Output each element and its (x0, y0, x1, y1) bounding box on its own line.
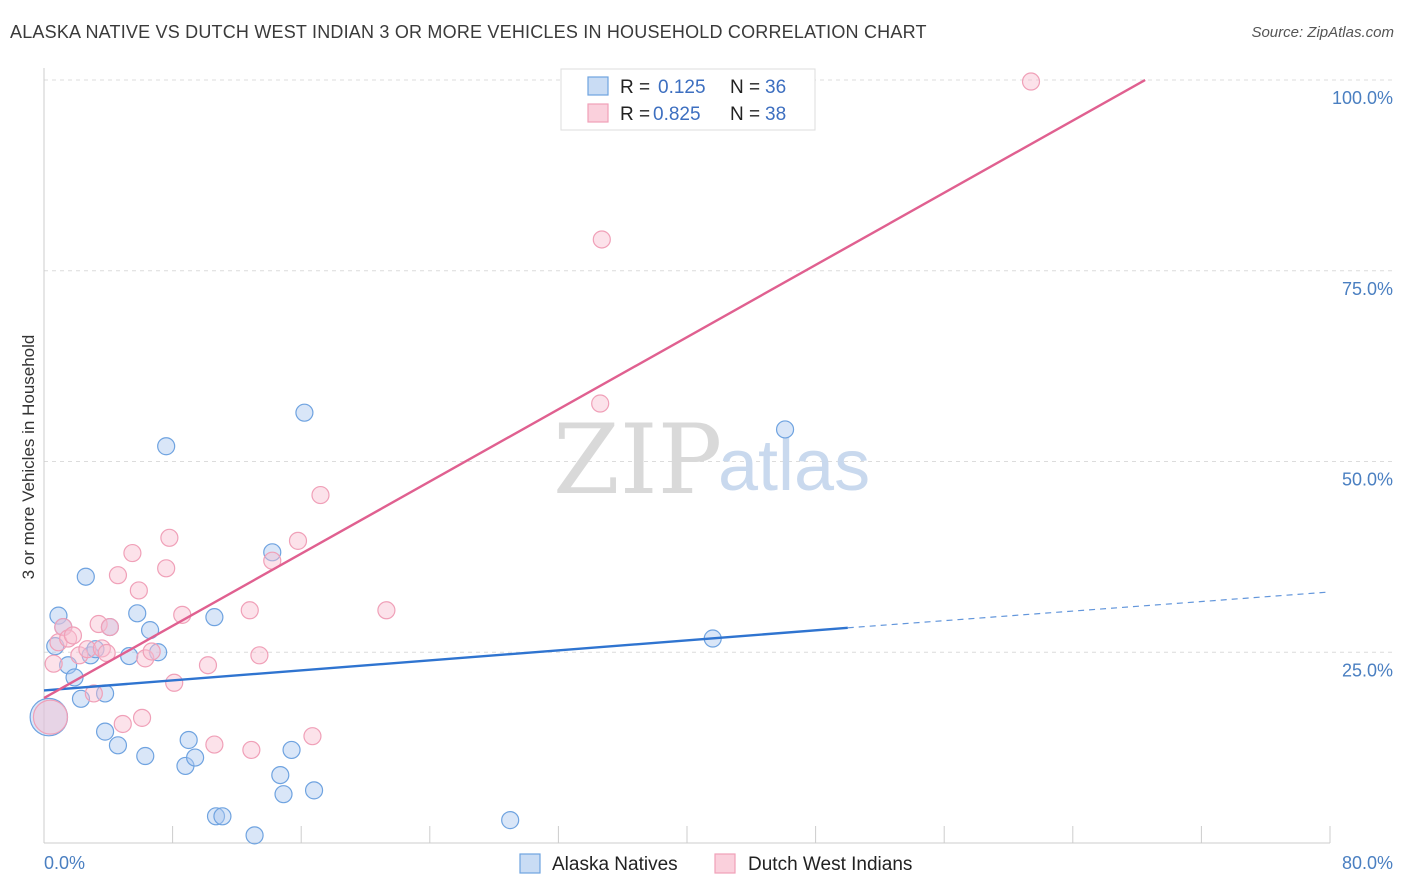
alaska-native-point-15 (128, 604, 147, 623)
series-legend-swatch-alaska (519, 853, 541, 874)
series-legend-label-dutch: Dutch West Indians (748, 854, 912, 875)
dutch-west-indian-point-14 (113, 714, 132, 734)
dutch-west-indian-point-16 (129, 581, 148, 600)
alaska-native-point-35 (775, 420, 795, 439)
alaska-native-point-26 (245, 826, 264, 845)
alaska-native-point-22 (186, 748, 205, 767)
dutch-west-indian-point-9 (89, 614, 108, 634)
alaska-native-point-28 (271, 765, 290, 785)
legend-swatch-dutch (587, 103, 609, 123)
alaska-native-point-21 (179, 730, 198, 750)
dutch-west-indian-point-8 (84, 684, 103, 703)
dutch-west-indian-point-25 (205, 735, 224, 754)
legend-n-value-dutch: 38 (765, 104, 786, 125)
alaska-native-point-29 (274, 785, 293, 804)
legend-n-label-alaska: N = (730, 77, 760, 98)
watermark: ZIP atlas (553, 404, 870, 516)
alaska-native-point-23 (205, 608, 224, 627)
legend-r-value-alaska: 0.125 (658, 77, 706, 98)
alaska-native-point-13 (108, 736, 128, 755)
dutch-west-indian-point-5 (63, 626, 83, 645)
dutch-west-indian-point-13 (108, 566, 128, 585)
alaska-native-point-24 (206, 807, 226, 826)
legend-r-label-dutch: R = (620, 104, 650, 125)
dutch-west-indian-point-24 (198, 656, 218, 675)
dutch-west-indian-point-12 (100, 617, 120, 637)
dutch-west-indian-point-15 (123, 543, 142, 563)
dutch-west-indian-point-21 (160, 528, 179, 547)
source-label: Source: ZipAtlas.com (1251, 24, 1394, 41)
dutch-west-indian-point-4 (59, 629, 78, 648)
alaska-native-point-2 (49, 606, 68, 625)
dutch-west-indian-point-19 (142, 642, 161, 661)
series-legend-label-alaska: Alaska Natives (552, 854, 678, 875)
dutch-west-indian-point-33 (377, 601, 396, 620)
dutch-west-indian-point-1 (44, 654, 63, 673)
dutch-west-indian-point-20 (157, 559, 176, 578)
dutch-west-indian-point-32 (311, 485, 330, 505)
dutch-west-indian-point-35 (592, 230, 611, 249)
watermark-atlas: atlas (718, 426, 870, 506)
x-tick-label-max: 80.0% (1342, 853, 1393, 873)
y-tick-label-50: 50.0% (1342, 470, 1393, 490)
legend-n-value-alaska: 36 (765, 77, 786, 98)
dutch-west-indian-point-7 (78, 640, 97, 659)
dutch-west-indian-point-28 (250, 646, 269, 665)
alaska-native-point-11 (95, 722, 115, 741)
y-axis-label: 3 or more Vehicles in Household (19, 335, 38, 580)
dutch-west-indian-point-18 (136, 649, 155, 668)
dutch-west-indian-point-26 (240, 601, 259, 620)
trend-lines (43, 78, 1331, 700)
watermark-zip: ZIP (553, 404, 722, 516)
legend-n-label-dutch: N = (730, 104, 760, 125)
legend-swatch-alaska (587, 76, 609, 96)
alaska-native-point-30 (282, 740, 301, 760)
dutch-west-indian-point-31 (303, 727, 322, 746)
alaska-native-point-31 (295, 403, 314, 422)
legend-r-label-alaska: R = (620, 77, 650, 98)
chart-title: ALASKA NATIVE VS DUTCH WEST INDIAN 3 OR … (10, 22, 927, 42)
x-tick-label-min: 0.0% (44, 853, 85, 873)
alaska-native-trend-extension (847, 591, 1331, 629)
gridlines (44, 79, 1393, 653)
dutch-west-indian-trend-line (43, 78, 1146, 700)
series-legend: Alaska Natives Dutch West Indians (519, 853, 912, 875)
alaska-native-point-25 (213, 807, 232, 826)
y-tick-label-25: 25.0% (1342, 660, 1393, 680)
series-legend-swatch-dutch (714, 853, 736, 874)
alaska-native-point-32 (304, 781, 324, 800)
y-tick-label-75: 75.0% (1342, 279, 1393, 299)
alaska-native-point-7 (76, 567, 95, 586)
legend-r-value-dutch: 0.825 (653, 104, 701, 125)
alaska-native-trend-line (43, 626, 848, 692)
dutch-west-indian-point-22 (165, 673, 184, 692)
dutch-west-indian-point-27 (242, 740, 261, 760)
data-points (29, 72, 1041, 845)
dutch-west-indian-point-36 (1021, 72, 1041, 91)
alaska-native-point-16 (136, 746, 155, 766)
alaska-native-point-33 (501, 811, 520, 830)
dutch-west-indian-point-17 (132, 708, 152, 727)
alaska-native-point-19 (157, 437, 176, 456)
y-tick-label-100: 100.0% (1332, 88, 1393, 108)
dutch-west-indian-point-0 (32, 699, 69, 735)
dutch-west-indian-point-30 (288, 531, 308, 550)
dutch-west-indian-point-34 (591, 394, 610, 413)
legend-box: R = 0.125 N = 36 R = 0.825 N = 38 (560, 68, 816, 131)
